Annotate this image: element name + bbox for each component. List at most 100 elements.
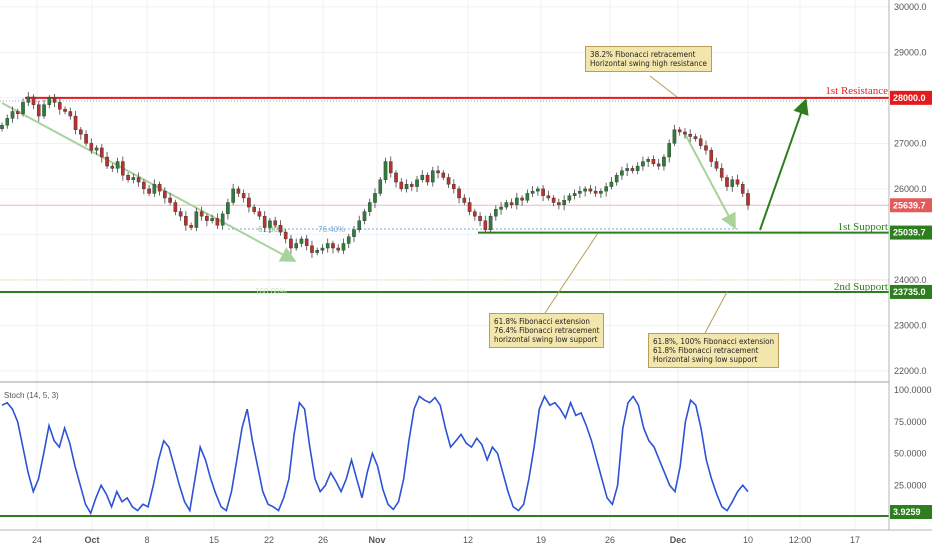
candle-body bbox=[704, 145, 708, 151]
grid bbox=[0, 0, 889, 530]
candle-body bbox=[226, 202, 230, 215]
candle-body bbox=[488, 215, 493, 231]
candle-body bbox=[110, 165, 115, 169]
candle-body bbox=[84, 134, 88, 144]
stoch-line bbox=[1, 394, 749, 516]
price-tick-label: 23000.0 bbox=[894, 320, 927, 330]
candle-body bbox=[677, 129, 682, 133]
candle-body bbox=[247, 197, 251, 208]
candle-body bbox=[599, 190, 603, 194]
candle-body bbox=[367, 202, 372, 212]
candle-body bbox=[362, 211, 367, 221]
candle-body bbox=[231, 188, 235, 203]
first-support-price-badge-bg bbox=[890, 225, 932, 240]
candle-body bbox=[73, 115, 78, 130]
callout-first-support: 61.8% Fibonacci extension 76.4% Fibonacc… bbox=[489, 313, 605, 348]
time-tick-label: 26 bbox=[318, 535, 328, 545]
time-tick-label: 26 bbox=[605, 535, 615, 545]
candle-body bbox=[683, 131, 687, 135]
resistance-price-badge: 28000.0 bbox=[893, 93, 926, 103]
price-tick-label: 22000.0 bbox=[894, 366, 927, 376]
callout-pointer-right bbox=[704, 291, 728, 334]
candle-body bbox=[546, 195, 551, 199]
candle-body bbox=[462, 197, 467, 203]
level-lines: 1st Resistance 1st Support 2nd Support 61.8… bbox=[0, 85, 889, 296]
stoch-value-badge-bg bbox=[890, 505, 932, 520]
time-tick-label: 15 bbox=[209, 535, 219, 545]
time-tick-label: 10 bbox=[743, 535, 753, 545]
candle-body bbox=[215, 218, 220, 226]
candles bbox=[0, 91, 750, 259]
candle-body bbox=[698, 138, 703, 146]
candle-body bbox=[378, 179, 383, 194]
candle-body bbox=[399, 181, 404, 190]
candle-body bbox=[268, 220, 272, 228]
candle-body bbox=[730, 179, 735, 187]
candle-body bbox=[656, 163, 661, 167]
candle-body bbox=[452, 184, 456, 190]
callout-second-support: 61.8%, 100% Fibonacci extension 61.8% Fi… bbox=[648, 333, 780, 368]
candle-body bbox=[178, 211, 183, 217]
candle-body bbox=[436, 170, 440, 174]
candle-body bbox=[289, 238, 293, 249]
candle-body bbox=[651, 159, 656, 165]
candle-body bbox=[304, 238, 309, 246]
candle-body bbox=[404, 184, 409, 190]
time-tick-label: 17 bbox=[850, 535, 860, 545]
candle-body bbox=[509, 202, 514, 205]
candle-body bbox=[241, 193, 246, 199]
candle-body bbox=[662, 156, 666, 167]
candle-body bbox=[47, 97, 52, 105]
time-tick-label: 12:00 bbox=[789, 535, 812, 545]
candle-body bbox=[126, 175, 130, 180]
candle-body bbox=[388, 161, 393, 174]
candle-body bbox=[641, 161, 645, 167]
pullback-arrow bbox=[683, 131, 736, 230]
candle-body bbox=[609, 181, 614, 187]
candle-body bbox=[551, 197, 556, 203]
candle-body bbox=[499, 206, 503, 210]
candle-body bbox=[525, 193, 530, 201]
candle-body bbox=[147, 188, 151, 194]
candle-body bbox=[604, 186, 608, 192]
time-tick-label: 8 bbox=[144, 535, 149, 545]
candle-body bbox=[184, 215, 188, 226]
time-tick-label: 24 bbox=[32, 535, 42, 545]
candle-body bbox=[121, 161, 125, 176]
candle-body bbox=[152, 184, 157, 194]
candle-body bbox=[530, 190, 535, 194]
candle-body bbox=[341, 243, 346, 251]
candle-body bbox=[572, 193, 577, 196]
price-tick-label: 27000.0 bbox=[894, 138, 927, 148]
time-tick-label: Dec bbox=[670, 535, 687, 545]
candle-body bbox=[719, 168, 724, 178]
candle-body bbox=[625, 168, 629, 171]
fib-label-764: 76.40% bbox=[318, 225, 345, 234]
candle-body bbox=[740, 184, 745, 194]
candle-body bbox=[357, 220, 362, 231]
stochastic-panel: Stoch (14, 5, 3) bbox=[0, 391, 889, 517]
candle-body bbox=[94, 147, 99, 151]
candle-body bbox=[420, 175, 425, 180]
candle-body bbox=[415, 179, 419, 187]
time-tick-label: 22 bbox=[264, 535, 274, 545]
candle-body bbox=[273, 220, 277, 226]
candle-body bbox=[283, 231, 288, 240]
candle-body bbox=[478, 215, 482, 221]
candle-body bbox=[541, 188, 545, 196]
candle-body bbox=[672, 129, 677, 144]
candle-body bbox=[373, 193, 377, 203]
candle-body bbox=[199, 211, 204, 217]
first-support-label: 1st Support bbox=[838, 221, 888, 233]
candle-body bbox=[63, 109, 67, 112]
candle-body bbox=[593, 190, 598, 194]
candle-body bbox=[257, 211, 262, 217]
trend-arrows bbox=[1, 75, 809, 334]
candle-body bbox=[157, 184, 162, 192]
callout-pointer-top bbox=[649, 75, 678, 98]
candle-body bbox=[620, 170, 624, 176]
candle-body bbox=[536, 188, 540, 192]
candle-body bbox=[189, 225, 193, 228]
